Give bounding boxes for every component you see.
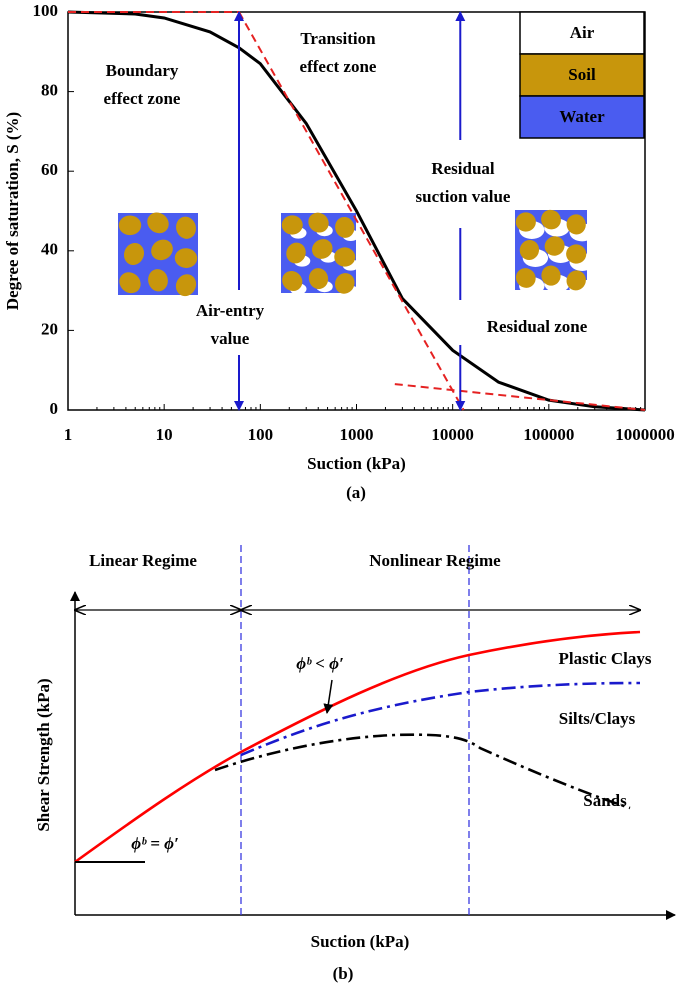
y-tick-label: 80 (41, 81, 58, 100)
annotation: ϕᵇ = ϕ′ (131, 834, 179, 853)
regime-label: Nonlinear Regime (369, 551, 501, 570)
annotation-arrow (323, 679, 334, 714)
soil-grain (147, 212, 169, 234)
annotation: Residual (431, 159, 495, 178)
x-tick-label: 10000 (431, 425, 474, 444)
curve-label: Silts/Clays (559, 709, 636, 728)
x-tick-label: 100000 (523, 425, 574, 444)
x-tick-label: 100 (248, 425, 274, 444)
y-tick-label: 40 (41, 240, 58, 259)
trend-curve (74, 630, 641, 864)
soil-grain (335, 216, 355, 238)
y-tick-label: 0 (50, 399, 59, 418)
soil-grain (515, 212, 536, 232)
soil-grain (308, 212, 329, 233)
soil-grain (515, 268, 536, 288)
x-tick-label: 10 (156, 425, 173, 444)
annotation: effect zone (104, 89, 181, 108)
soil-grain (148, 269, 168, 292)
annotation: ϕᵇ < ϕ′ (296, 654, 344, 673)
caption: (a) (346, 483, 366, 502)
x-axis-label: Suction (kPa) (311, 932, 410, 951)
soil-grain (281, 215, 303, 235)
soil-grain (566, 244, 587, 264)
soil-grain (566, 270, 586, 291)
annotation: Residual zone (487, 317, 588, 336)
y-axis-label: Shear Strength (kPa) (34, 678, 53, 831)
y-tick-label: 20 (41, 319, 58, 338)
annotation: Boundary (106, 61, 179, 80)
soil-grain (123, 242, 145, 266)
soil-grain (119, 272, 141, 294)
soil-grain (334, 273, 355, 294)
y-tick-label: 60 (41, 160, 58, 179)
curve-label: Sands (583, 791, 627, 810)
legend-swatch (519, 53, 645, 97)
legend-swatch (519, 11, 645, 55)
legend-swatch (519, 95, 645, 139)
annotation: suction value (416, 187, 511, 206)
annotation: Air-entry (196, 301, 265, 320)
annotation: Transition (300, 29, 376, 48)
trend-curve (214, 733, 631, 810)
annotation: effect zone (300, 57, 377, 76)
legend-label: Water (559, 107, 605, 126)
reference-line (238, 11, 465, 411)
soil-grain (541, 265, 561, 286)
trend-curve (240, 681, 641, 757)
caption: (b) (333, 964, 354, 983)
x-tick-label: 1000000 (615, 425, 675, 444)
soil-grain (286, 242, 306, 264)
soil-grain (151, 239, 173, 261)
y-tick-label: 100 (33, 1, 59, 20)
x-axis-label: Suction (kPa) (307, 454, 406, 473)
soil-grain (544, 236, 565, 256)
legend-label: Air (570, 23, 595, 42)
soil-grain (176, 216, 196, 239)
annotation: value (211, 329, 250, 348)
y-axis-label: Degree of saturation, S (%) (3, 112, 22, 310)
soil-grain (174, 248, 198, 268)
reference-line (394, 383, 646, 411)
x-tick-label: 1 (64, 425, 73, 444)
soil-grain (282, 270, 303, 292)
swcc-curve (67, 10, 646, 412)
x-tick-label: 1000 (340, 425, 374, 444)
soil-grain (566, 214, 586, 235)
soil-grain (311, 239, 333, 259)
soil-grain (541, 209, 561, 230)
soil-grain (519, 239, 540, 261)
soil-grain (308, 268, 329, 290)
soil-grain (175, 274, 197, 297)
legend-label: Soil (568, 65, 596, 84)
soil-grain (334, 247, 356, 267)
regime-label: Linear Regime (89, 551, 197, 570)
soil-grain (118, 215, 142, 236)
curve-label: Plastic Clays (558, 649, 651, 668)
